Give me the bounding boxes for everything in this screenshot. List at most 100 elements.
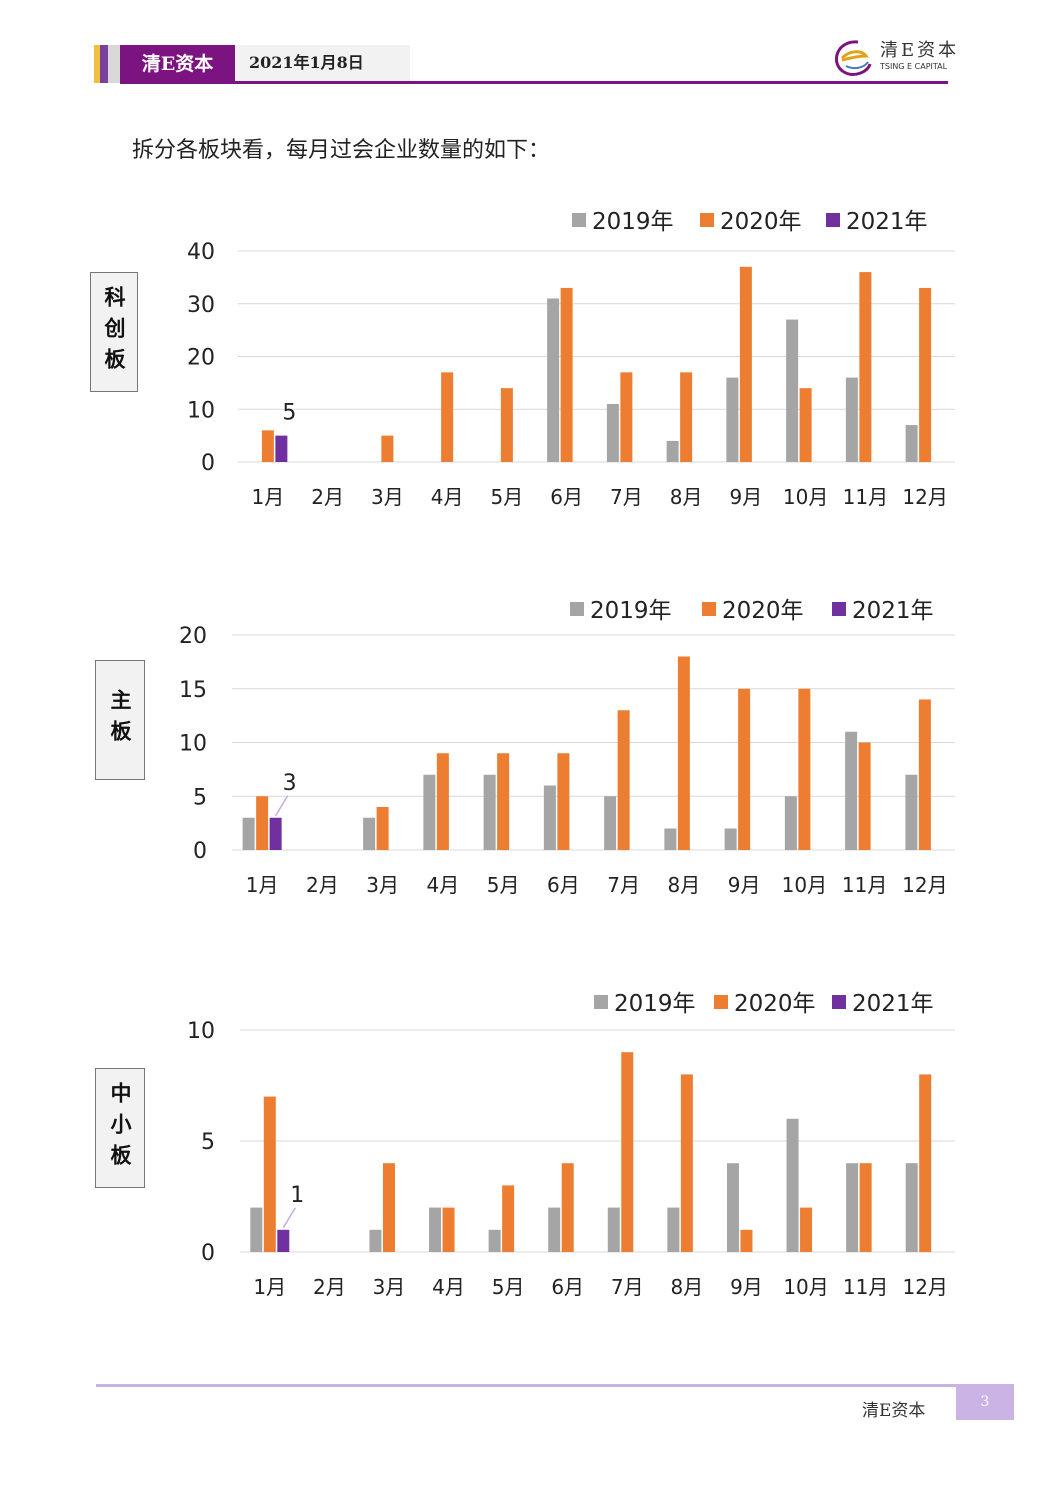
legend-label-2020年: 2020年 — [720, 209, 802, 235]
data-label: 3 — [283, 771, 297, 796]
bar-2020年-1月 — [256, 796, 269, 850]
x-tick-label: 12月 — [902, 485, 947, 509]
bar-2020年-7月 — [617, 710, 630, 850]
bar-2019年-9月 — [724, 828, 737, 850]
legend-label-2021年: 2021年 — [846, 209, 928, 235]
bar-2019年-7月 — [604, 796, 617, 850]
header-rule — [120, 81, 948, 84]
x-tick-label: 11月 — [842, 873, 887, 897]
bar-2019年-7月 — [606, 403, 619, 462]
bar-2020年-8月 — [680, 1074, 693, 1252]
x-tick-label: 12月 — [902, 873, 947, 897]
bar-2019年-1月 — [242, 817, 255, 850]
legend-label-2019年: 2019年 — [614, 991, 696, 1017]
legend-label-2021年: 2021年 — [852, 598, 934, 624]
footer-rule — [96, 1384, 956, 1387]
x-tick-label: 10月 — [783, 1275, 828, 1299]
bar-2021年-1月 — [277, 1229, 290, 1252]
y-tick-label: 0 — [193, 839, 207, 864]
bar-2019年-12月 — [905, 425, 918, 462]
bar-2020年-5月 — [497, 753, 510, 850]
legend-swatch-2019年 — [594, 995, 608, 1009]
bar-2020年-12月 — [919, 1074, 932, 1252]
legend-label-2019年: 2019年 — [590, 598, 672, 624]
x-tick-label: 6月 — [551, 1275, 584, 1299]
y-tick-label: 40 — [187, 240, 215, 265]
footer-brand: 清E资本 — [862, 1401, 926, 1421]
bar-2019年-6月 — [547, 298, 560, 462]
x-tick-label: 8月 — [671, 1275, 704, 1299]
x-tick-label: 7月 — [611, 1275, 644, 1299]
x-tick-label: 3月 — [366, 873, 399, 897]
page-number: 3 — [956, 1384, 1014, 1420]
y-tick-label: 5 — [193, 785, 207, 810]
bar-2020年-9月 — [739, 266, 752, 462]
x-tick-label: 9月 — [730, 485, 763, 509]
y-tick-label: 20 — [179, 624, 207, 649]
x-tick-label: 4月 — [431, 485, 464, 509]
y-tick-label: 5 — [201, 1130, 215, 1155]
bar-2020年-8月 — [677, 656, 690, 850]
x-tick-label: 12月 — [902, 1275, 947, 1299]
bar-2019年-10月 — [784, 796, 797, 850]
bar-2020年-8月 — [680, 372, 693, 462]
bar-2019年-1月 — [250, 1207, 263, 1252]
x-tick-label: 8月 — [670, 485, 703, 509]
bar-2020年-5月 — [502, 1185, 515, 1252]
x-tick-label: 2月 — [311, 485, 344, 509]
data-label: 5 — [282, 401, 296, 426]
bar-2020年-4月 — [436, 753, 449, 850]
bar-2020年-4月 — [441, 372, 454, 462]
bar-2019年-11月 — [845, 377, 858, 462]
bar-2020年-3月 — [381, 435, 394, 462]
bar-2019年-10月 — [786, 1118, 799, 1252]
bar-2020年-11月 — [859, 272, 872, 462]
bar-2020年-4月 — [442, 1207, 455, 1252]
header-stripe-gold — [94, 45, 100, 83]
legend-swatch-2019年 — [570, 602, 584, 616]
bar-2020年-11月 — [858, 742, 871, 850]
bar-2019年-8月 — [664, 828, 677, 850]
y-tick-label: 20 — [187, 346, 215, 371]
x-tick-label: 10月 — [783, 485, 828, 509]
bar-2020年-9月 — [738, 688, 751, 850]
bar-2021年-1月 — [269, 817, 282, 850]
x-tick-label: 6月 — [550, 485, 583, 509]
intro-text: 拆分各板块看，每月过会企业数量的如下： — [132, 138, 551, 163]
legend-swatch-2019年 — [572, 213, 586, 227]
legend-label-2019年: 2019年 — [592, 209, 674, 235]
board-label-sme-board: 中小板 — [95, 1068, 145, 1188]
x-tick-label: 7月 — [610, 485, 643, 509]
y-tick-label: 0 — [201, 1241, 215, 1266]
legend-swatch-2020年 — [714, 995, 728, 1009]
bar-2020年-6月 — [557, 753, 570, 850]
bar-2019年-6月 — [543, 785, 556, 850]
y-tick-label: 10 — [179, 732, 207, 757]
bar-2019年-9月 — [726, 377, 739, 462]
bar-2020年-9月 — [740, 1229, 753, 1252]
x-tick-label: 4月 — [427, 873, 460, 897]
x-tick-label: 11月 — [843, 485, 888, 509]
bar-2020年-3月 — [382, 1163, 395, 1252]
bar-2020年-12月 — [919, 287, 932, 462]
bar-2019年-8月 — [667, 1207, 680, 1252]
bar-2019年-8月 — [666, 440, 679, 462]
data-label-leader — [274, 795, 289, 817]
logo-en-text: TSING E CAPITAL — [880, 62, 948, 71]
header-brand: 清E资本 — [120, 45, 235, 83]
x-tick-label: 9月 — [728, 873, 761, 897]
x-tick-label: 5月 — [487, 873, 520, 897]
bar-2020年-7月 — [620, 372, 633, 462]
bar-2019年-9月 — [726, 1163, 739, 1252]
x-tick-label: 1月 — [246, 873, 279, 897]
bar-2021年-1月 — [275, 435, 288, 462]
legend-swatch-2021年 — [832, 602, 846, 616]
legend-label-2021年: 2021年 — [852, 991, 934, 1017]
bar-2020年-7月 — [621, 1052, 634, 1252]
board-label-star-market: 科创板 — [90, 272, 138, 392]
bar-2020年-11月 — [859, 1163, 872, 1252]
x-tick-label: 4月 — [432, 1275, 465, 1299]
bar-2020年-6月 — [560, 287, 573, 462]
bar-2020年-10月 — [800, 1207, 813, 1252]
